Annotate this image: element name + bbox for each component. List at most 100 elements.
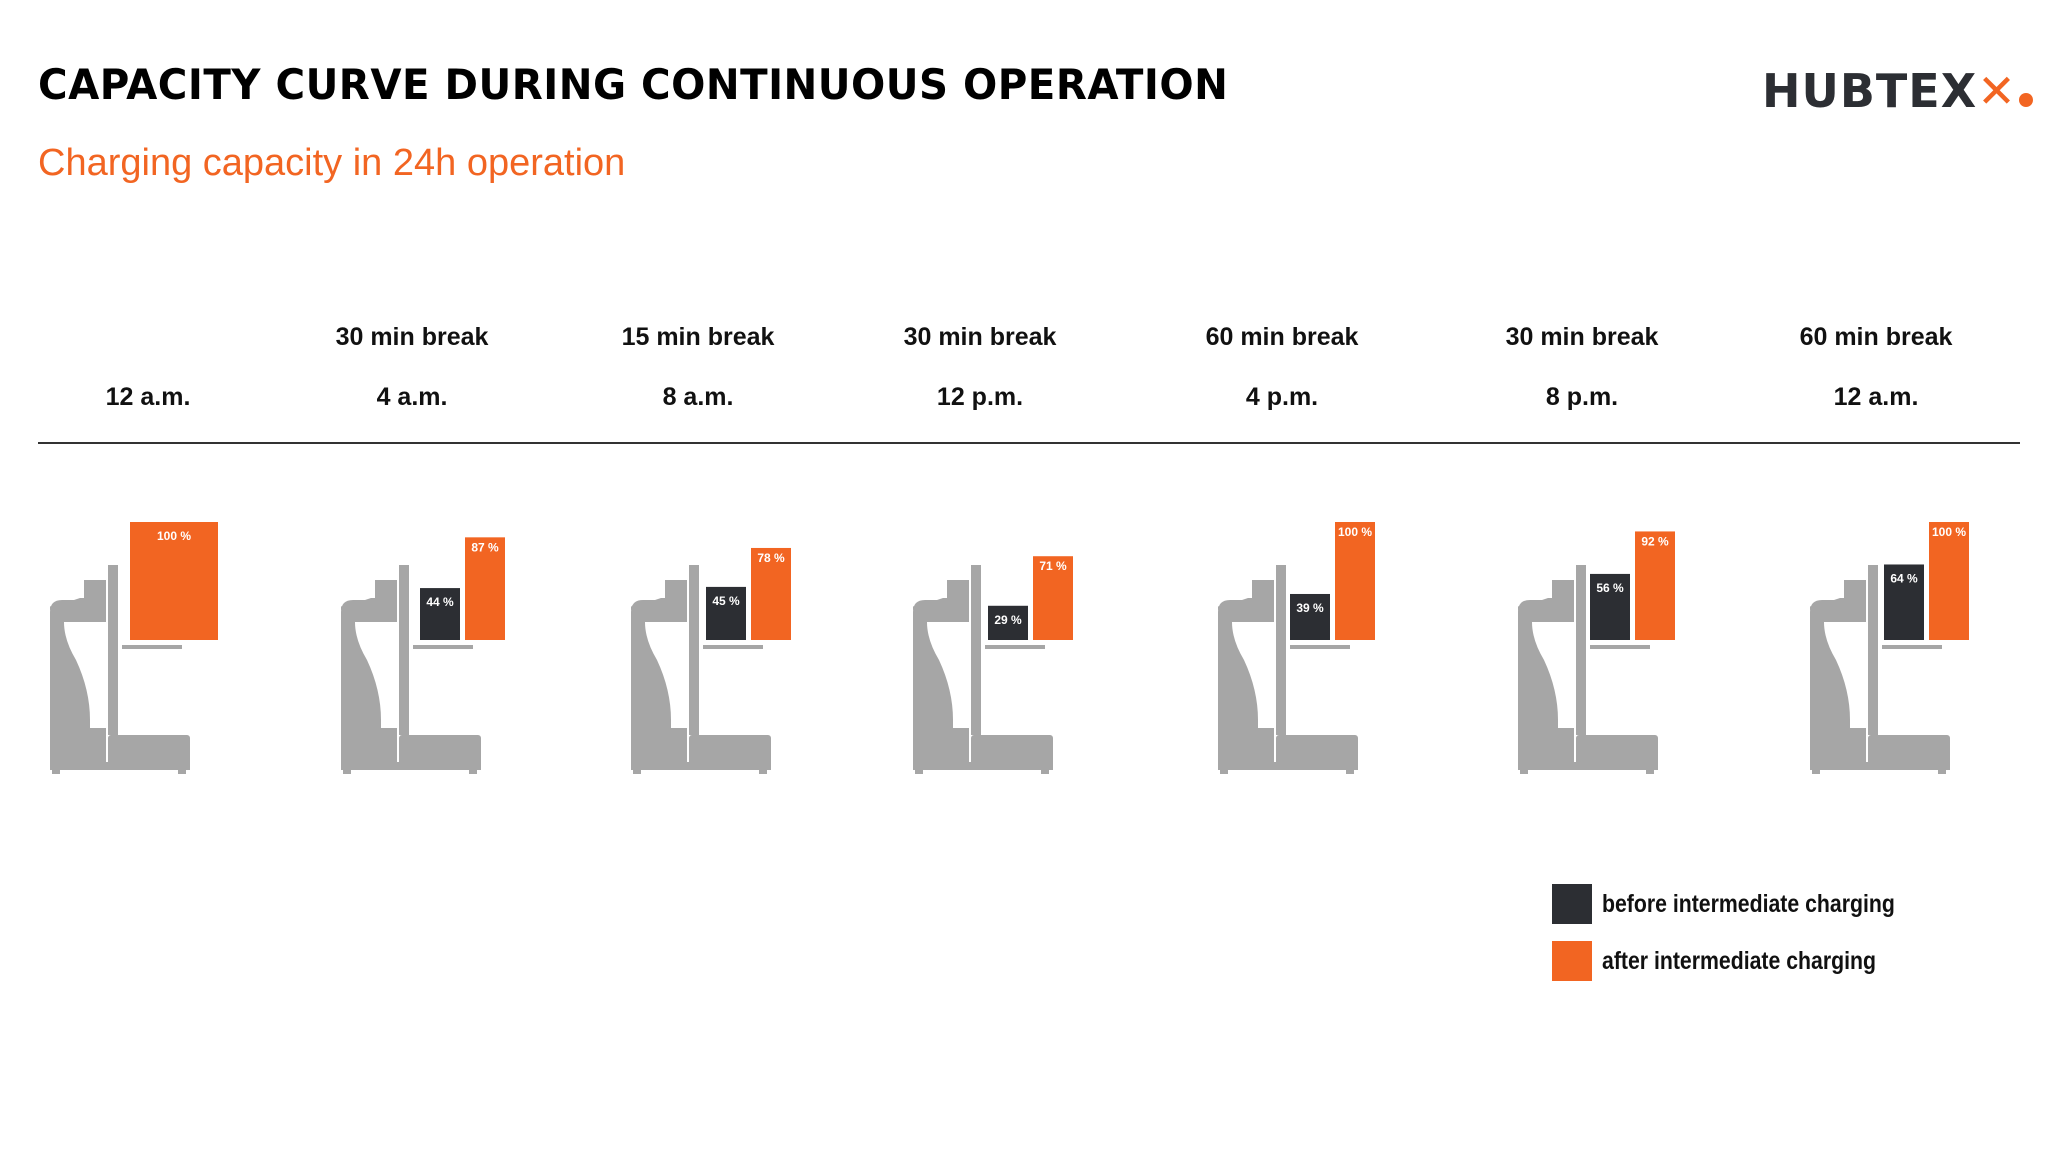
bar-after — [1033, 556, 1073, 640]
forklift-wheel-front — [178, 770, 186, 774]
bar-after — [465, 537, 505, 640]
legend-swatch-before — [1552, 884, 1592, 924]
forklift-wheel-rear — [915, 770, 923, 774]
forklift-icon — [631, 565, 771, 774]
bar-label-before: 44 % — [426, 595, 454, 609]
forklift-fork — [703, 645, 763, 649]
forklift-mast — [971, 565, 981, 735]
break-label: 30 min break — [904, 323, 1057, 351]
time-label: 8 p.m. — [1546, 383, 1618, 411]
forklift-base — [689, 735, 771, 769]
forklift-base — [1868, 735, 1950, 769]
forklift-floor — [1518, 762, 1658, 770]
break-label: 15 min break — [622, 323, 775, 351]
forklift-mast — [1276, 565, 1286, 735]
forklift-wheel-front — [1346, 770, 1354, 774]
forklift-fork — [1290, 645, 1350, 649]
forklift-fork — [1590, 645, 1650, 649]
bar-label-after: 87 % — [471, 540, 499, 554]
forklift-wheel-rear — [343, 770, 351, 774]
legend-swatch-after — [1552, 941, 1592, 981]
forklift-wheel-rear — [633, 770, 641, 774]
forklift-fork — [985, 645, 1045, 649]
bar-after — [1335, 522, 1375, 640]
forklift-wheel-front — [1041, 770, 1049, 774]
break-label: 30 min break — [336, 323, 489, 351]
bar-label-after: 71 % — [1039, 559, 1067, 573]
forklift-wheel-rear — [1520, 770, 1528, 774]
bar-before — [1290, 593, 1330, 640]
forklift-cutout — [1232, 622, 1274, 728]
forklift-base — [1576, 735, 1658, 769]
bar-before — [1590, 573, 1630, 640]
forklift-floor — [341, 762, 481, 770]
forklift-mast — [108, 565, 118, 735]
forklift-floor — [1218, 762, 1358, 770]
bar-label-before: 45 % — [712, 594, 740, 608]
dot-logo-icon — [2018, 93, 2033, 107]
chart-legend: before intermediate charging after inter… — [1552, 884, 1947, 998]
break-label: 30 min break — [1506, 323, 1659, 351]
forklift-base — [108, 735, 190, 769]
forklift-wheel-rear — [1812, 770, 1820, 774]
forklift-base — [971, 735, 1053, 769]
bar-label-before: 64 % — [1890, 571, 1918, 585]
forklift-wheel-rear — [1220, 770, 1228, 774]
hubtex-logo: HUBTEX✕ — [1762, 64, 2033, 118]
legend-item-after: after intermediate charging — [1552, 941, 1947, 981]
bar-label-after: 78 % — [757, 551, 785, 565]
bar-label-after: 100 % — [1932, 525, 1966, 539]
forklift-icon — [50, 565, 190, 774]
bar-label-after: 100 % — [157, 529, 191, 543]
legend-label-before: before intermediate charging — [1602, 889, 1895, 918]
bar-after — [751, 547, 791, 640]
bar-label-after: 100 % — [1338, 525, 1372, 539]
forklift-wheel-front — [1938, 770, 1946, 774]
time-label: 12 a.m. — [1834, 383, 1919, 411]
forklift-wheel-front — [1646, 770, 1654, 774]
bar-label-after: 92 % — [1641, 534, 1669, 548]
forklift-wheel-front — [759, 770, 767, 774]
legend-label-after: after intermediate charging — [1602, 946, 1876, 975]
forklift-wheel-rear — [52, 770, 60, 774]
forklift-wheel-front — [469, 770, 477, 774]
bar-before — [988, 605, 1028, 640]
forklift-cutout — [1824, 622, 1866, 728]
bar-after — [130, 522, 218, 640]
page-title: CAPACITY CURVE DURING CONTINUOUS OPERATI… — [38, 60, 1229, 109]
forklift-mast — [399, 565, 409, 735]
forklift-floor — [631, 762, 771, 770]
bar-before — [706, 586, 746, 640]
time-label: 12 a.m. — [106, 383, 191, 411]
forklift-cutout — [645, 622, 687, 728]
bar-after — [1929, 522, 1969, 640]
bar-before — [420, 588, 460, 640]
time-label: 8 a.m. — [663, 383, 734, 411]
forklift-icon — [341, 565, 481, 774]
forklift-floor — [50, 762, 190, 770]
page-subtitle: Charging capacity in 24h operation — [38, 142, 626, 184]
time-label: 4 a.m. — [377, 383, 448, 411]
forklift-floor — [913, 762, 1053, 770]
forklift-icon — [1810, 565, 1950, 774]
time-label: 4 p.m. — [1246, 383, 1318, 411]
forklift-mast — [1576, 565, 1586, 735]
bar-before — [1884, 564, 1924, 640]
bar-label-before: 56 % — [1596, 581, 1624, 595]
forklift-cutout — [1532, 622, 1574, 728]
bar-after — [1635, 531, 1675, 640]
forklift-fork — [413, 645, 473, 649]
forklift-fork — [122, 645, 182, 649]
forklift-base — [399, 735, 481, 769]
forklift-mast — [689, 565, 699, 735]
forklift-cutout — [355, 622, 397, 728]
forklift-icon — [1518, 565, 1658, 774]
logo-text: HUBTEX — [1762, 64, 1978, 118]
forklift-mast — [1868, 565, 1878, 735]
forklift-cutout — [64, 622, 106, 728]
break-label: 60 min break — [1800, 323, 1953, 351]
forklift-cutout — [927, 622, 969, 728]
x-logo-icon: ✕ — [1977, 64, 2017, 118]
forklift-floor — [1810, 762, 1950, 770]
